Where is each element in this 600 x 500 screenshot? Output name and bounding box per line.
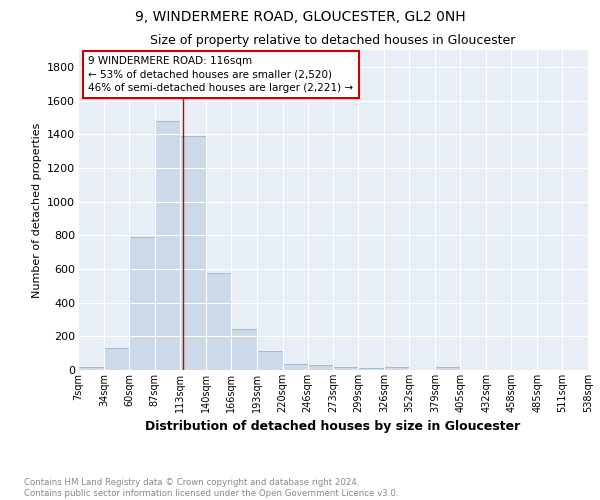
Bar — [308, 366, 334, 370]
Y-axis label: Number of detached properties: Number of detached properties — [32, 122, 41, 298]
Bar — [180, 136, 206, 370]
Text: 9, WINDERMERE ROAD, GLOUCESTER, GL2 0NH: 9, WINDERMERE ROAD, GLOUCESTER, GL2 0NH — [134, 10, 466, 24]
Bar — [129, 237, 155, 370]
Bar — [231, 328, 257, 370]
Bar — [78, 368, 104, 370]
Bar — [283, 364, 308, 370]
Bar — [257, 350, 283, 370]
Bar — [155, 120, 180, 370]
Text: 9 WINDERMERE ROAD: 116sqm
← 53% of detached houses are smaller (2,520)
46% of se: 9 WINDERMERE ROAD: 116sqm ← 53% of detac… — [88, 56, 353, 93]
Bar — [206, 273, 231, 370]
Bar — [435, 366, 460, 370]
Bar — [385, 366, 409, 370]
X-axis label: Distribution of detached houses by size in Gloucester: Distribution of detached houses by size … — [145, 420, 521, 434]
Bar — [358, 368, 385, 370]
Title: Size of property relative to detached houses in Gloucester: Size of property relative to detached ho… — [151, 34, 515, 48]
Bar — [334, 368, 358, 370]
Text: Contains HM Land Registry data © Crown copyright and database right 2024.
Contai: Contains HM Land Registry data © Crown c… — [24, 478, 398, 498]
Bar — [104, 348, 129, 370]
